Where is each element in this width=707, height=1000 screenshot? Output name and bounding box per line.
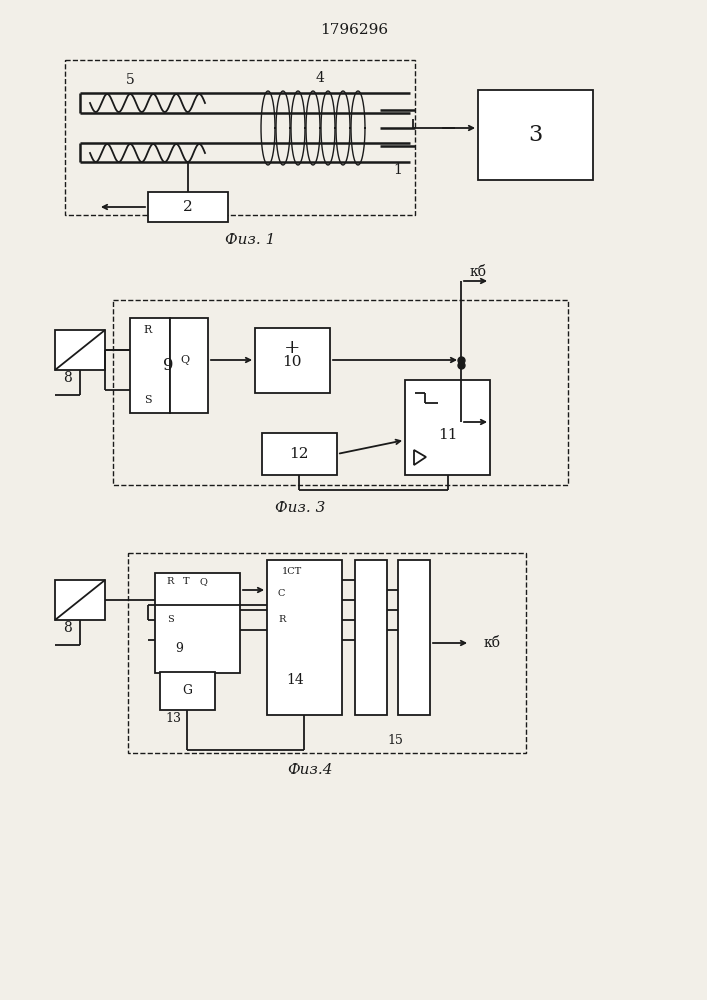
Text: кб: кб bbox=[469, 265, 486, 279]
Bar bbox=[65, 60, 415, 215]
Text: C: C bbox=[278, 589, 286, 598]
Text: 15: 15 bbox=[387, 734, 403, 746]
Text: 1: 1 bbox=[394, 163, 402, 177]
Text: +: + bbox=[284, 339, 300, 357]
Text: R: R bbox=[144, 325, 152, 335]
Bar bbox=[355, 560, 387, 715]
Text: 9: 9 bbox=[163, 357, 173, 373]
Bar bbox=[55, 330, 105, 370]
Bar bbox=[170, 318, 208, 413]
Text: Q: Q bbox=[180, 355, 189, 365]
Text: 8: 8 bbox=[64, 371, 72, 385]
Bar bbox=[262, 433, 337, 475]
Text: 13: 13 bbox=[165, 712, 181, 724]
Text: R: R bbox=[278, 615, 286, 624]
Bar bbox=[155, 573, 240, 673]
Bar bbox=[405, 380, 490, 475]
Text: 1796296: 1796296 bbox=[320, 23, 388, 37]
Text: 3: 3 bbox=[528, 124, 542, 146]
Text: Q: Q bbox=[199, 578, 207, 586]
Text: R: R bbox=[166, 578, 174, 586]
Bar bbox=[478, 90, 593, 180]
Text: 4: 4 bbox=[315, 71, 325, 85]
Bar bbox=[398, 560, 430, 715]
Text: 5: 5 bbox=[126, 73, 134, 87]
Bar bbox=[55, 580, 105, 620]
Text: 12: 12 bbox=[289, 447, 309, 461]
Text: Физ. 1: Физ. 1 bbox=[225, 233, 275, 247]
Text: 14: 14 bbox=[286, 673, 304, 687]
Bar bbox=[128, 553, 526, 753]
Bar bbox=[130, 318, 170, 413]
Text: кб: кб bbox=[484, 636, 501, 650]
Text: 1CT: 1CT bbox=[282, 568, 303, 576]
Text: Физ.4: Физ.4 bbox=[287, 763, 333, 777]
Text: T: T bbox=[182, 578, 189, 586]
Bar bbox=[160, 672, 215, 710]
Text: G: G bbox=[182, 684, 192, 698]
Bar bbox=[255, 328, 330, 393]
Text: 2: 2 bbox=[183, 200, 193, 214]
Text: 11: 11 bbox=[438, 428, 457, 442]
Text: Физ. 3: Физ. 3 bbox=[275, 501, 325, 515]
Bar bbox=[148, 192, 228, 222]
Text: 8: 8 bbox=[64, 621, 72, 635]
Text: S: S bbox=[167, 615, 173, 624]
Bar bbox=[113, 300, 568, 485]
Text: S: S bbox=[144, 395, 152, 405]
Text: 10: 10 bbox=[282, 355, 302, 369]
Bar bbox=[267, 560, 342, 715]
Text: 9: 9 bbox=[175, 642, 183, 654]
